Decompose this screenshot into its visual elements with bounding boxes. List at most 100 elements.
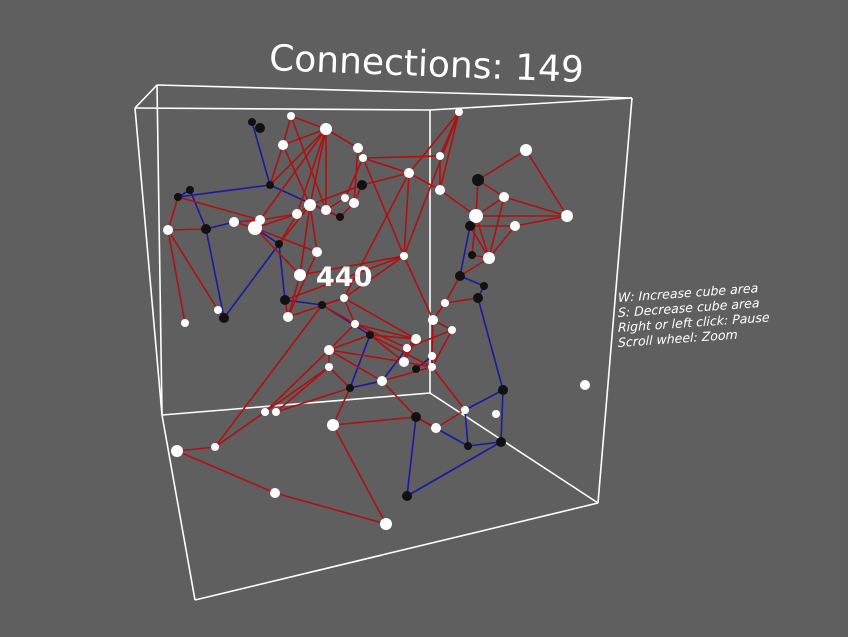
particle-white bbox=[181, 319, 189, 327]
controls-help: W: Increase cube area S: Decrease cube a… bbox=[618, 279, 770, 350]
link-red bbox=[343, 255, 405, 299]
link-red bbox=[214, 411, 266, 448]
link-red bbox=[431, 366, 466, 411]
link-blue bbox=[251, 121, 271, 186]
link-red bbox=[290, 115, 327, 130]
link-red bbox=[177, 196, 261, 221]
particle-white bbox=[349, 198, 359, 208]
particle-white bbox=[431, 423, 441, 433]
particle-black bbox=[255, 123, 265, 133]
link-red bbox=[369, 334, 433, 368]
particle-white bbox=[441, 299, 449, 307]
link-red bbox=[275, 387, 351, 413]
particle-black bbox=[357, 180, 367, 190]
link-red bbox=[369, 334, 405, 363]
particle-black bbox=[412, 365, 420, 373]
link-blue bbox=[464, 389, 504, 411]
link-red bbox=[362, 155, 441, 159]
cube-edge bbox=[134, 84, 158, 109]
link-red bbox=[282, 128, 327, 146]
link-blue bbox=[459, 225, 471, 277]
particle-white bbox=[283, 312, 293, 322]
link-red bbox=[325, 128, 359, 149]
particle-black bbox=[480, 282, 488, 290]
link-red bbox=[332, 416, 417, 426]
particle-black bbox=[186, 186, 194, 194]
particle-white bbox=[510, 221, 520, 231]
link-red bbox=[406, 329, 453, 349]
particle-black bbox=[366, 331, 374, 339]
link-red bbox=[167, 228, 207, 231]
particle-black bbox=[336, 213, 344, 221]
link-red bbox=[408, 111, 460, 174]
cube-edge bbox=[156, 84, 163, 416]
link-red bbox=[435, 409, 466, 429]
link-red bbox=[299, 255, 405, 276]
link-red bbox=[214, 304, 323, 448]
particle-white bbox=[292, 209, 302, 219]
particle-white bbox=[321, 205, 331, 215]
particle-nodes bbox=[163, 108, 590, 530]
link-red bbox=[503, 196, 568, 217]
link-red bbox=[328, 349, 383, 382]
cube-edge bbox=[134, 107, 431, 111]
link-red bbox=[439, 111, 460, 157]
link-blue bbox=[477, 297, 504, 391]
link-red bbox=[369, 334, 417, 340]
particle-white bbox=[325, 363, 333, 371]
particle-black bbox=[201, 224, 211, 234]
link-blue bbox=[223, 243, 280, 319]
link-red bbox=[282, 115, 292, 146]
particle-white bbox=[377, 376, 387, 386]
link-red bbox=[403, 172, 410, 257]
cube-edge bbox=[161, 392, 431, 416]
link-red bbox=[332, 387, 351, 426]
link-red bbox=[176, 446, 216, 452]
particle-black bbox=[498, 385, 508, 395]
particle-white bbox=[229, 217, 239, 227]
particle-white bbox=[351, 320, 359, 328]
particle-black bbox=[496, 437, 506, 447]
particle-white bbox=[380, 518, 392, 530]
particle-white bbox=[399, 357, 409, 367]
particle-white bbox=[561, 210, 573, 222]
particle-counter: 440 bbox=[316, 262, 373, 293]
link-red bbox=[381, 380, 417, 418]
link-red bbox=[343, 172, 410, 299]
cube-edge bbox=[194, 502, 599, 601]
link-red bbox=[477, 149, 527, 181]
particle-black bbox=[346, 384, 354, 392]
particle-white bbox=[469, 209, 483, 223]
particle-black bbox=[266, 181, 274, 189]
particle-white bbox=[340, 294, 348, 302]
particle-white bbox=[278, 140, 288, 150]
particle-white bbox=[304, 199, 316, 211]
particle-white bbox=[436, 152, 444, 160]
link-red bbox=[278, 204, 311, 245]
particle-white bbox=[261, 408, 269, 416]
link-red bbox=[488, 225, 516, 259]
cube-edge bbox=[429, 97, 633, 111]
link-red bbox=[332, 424, 387, 525]
link-red bbox=[475, 215, 490, 259]
link-blue bbox=[205, 228, 225, 319]
particle-white bbox=[492, 410, 500, 418]
particle-white bbox=[163, 225, 173, 235]
link-blue bbox=[284, 299, 323, 306]
particle-white bbox=[400, 252, 408, 260]
particle-white bbox=[287, 112, 295, 120]
link-blue bbox=[381, 347, 408, 382]
particle-black bbox=[411, 412, 421, 422]
link-red bbox=[328, 334, 371, 351]
particle-white bbox=[404, 168, 414, 178]
particle-black bbox=[219, 313, 229, 323]
link-blue bbox=[177, 184, 271, 198]
link-red bbox=[167, 229, 186, 324]
particle-white bbox=[499, 192, 509, 202]
link-red bbox=[488, 196, 505, 259]
link-blue bbox=[464, 409, 469, 447]
link-red bbox=[259, 213, 298, 221]
link-blue bbox=[500, 389, 504, 443]
link-red bbox=[403, 111, 460, 257]
